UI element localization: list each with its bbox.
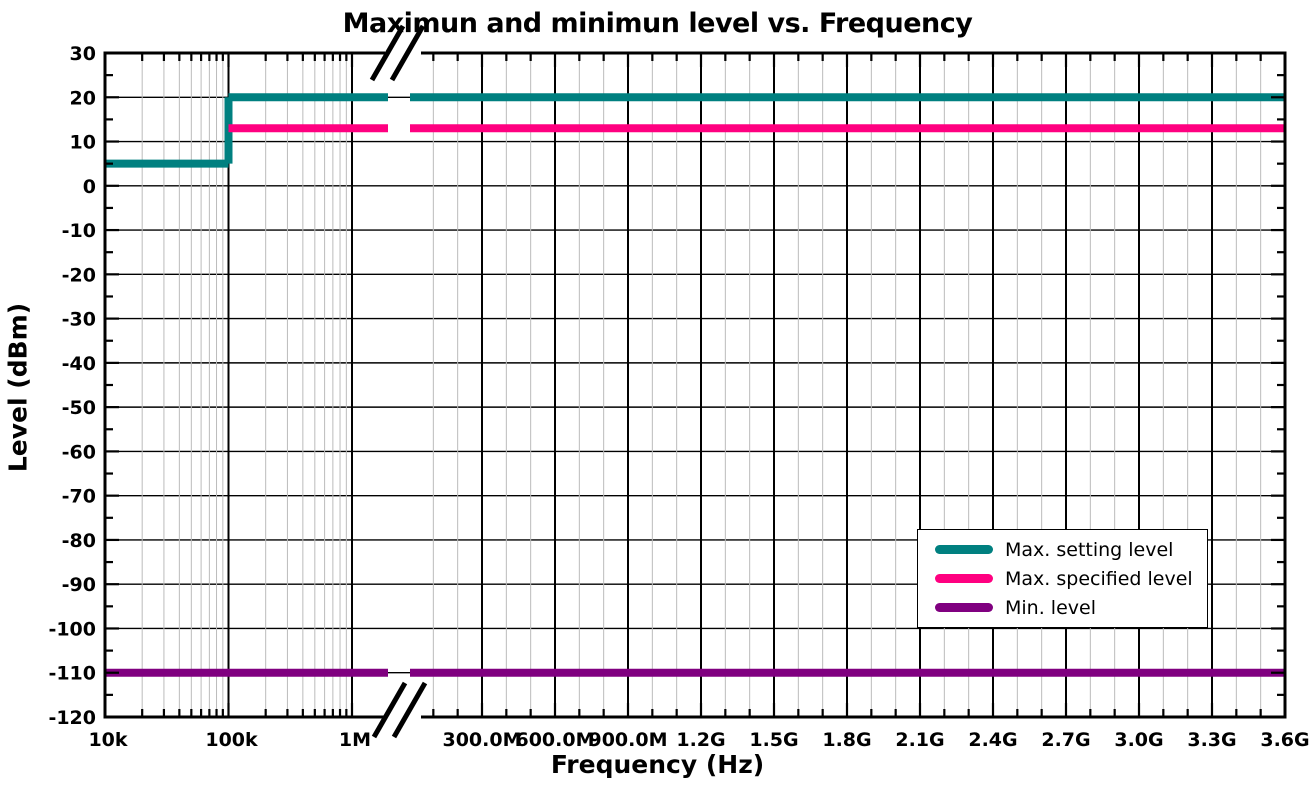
x-tick-label: 2.4G [968,729,1017,751]
legend-swatch [935,545,993,554]
y-tick-label: -100 [48,618,96,640]
legend-item: Max. specified level [935,568,1207,590]
x-tick-label: 10k [88,729,127,751]
x-tick-label: 3.6G [1260,729,1309,751]
legend-swatch [935,574,993,583]
y-tick-label: -90 [62,574,96,596]
y-tick-label: 10 [70,132,96,154]
legend-item: Min. level [935,597,1207,619]
y-tick-label: -30 [62,309,96,331]
legend-label: Max. setting level [1005,538,1174,561]
x-tick-label: 300.0M [442,729,521,751]
chart-title: Maximun and minimun level vs. Frequency [342,8,973,39]
x-tick-label: 1.8G [822,729,871,751]
y-tick-label: 0 [83,176,96,198]
legend-label: Max. specified level [1005,567,1193,590]
y-tick-label: -20 [62,264,96,286]
y-tick-label: -70 [62,486,96,508]
x-tick-label: 600.0M [515,729,594,751]
x-tick-label: 3.3G [1187,729,1236,751]
axis-break-mark-top [389,24,426,82]
legend-swatch [935,603,993,612]
x-tick-label: 1M [339,729,371,751]
y-tick-label: -50 [62,397,96,419]
axis-break-mark-bottom [391,681,428,739]
y-tick-label: -80 [62,530,96,552]
axis-break-mark-bottom [371,681,408,739]
legend: Max. setting level Max. specified level Mi… [917,529,1208,628]
y-tick-label: -40 [62,353,96,375]
x-tick-label: 100k [205,729,258,751]
y-tick-label: -10 [62,220,96,242]
x-tick-label: 2.7G [1041,729,1090,751]
axis-break-mark-top [369,24,406,82]
x-axis-title: Frequency (Hz) [550,750,765,779]
x-tick-label: 900.0M [588,729,667,751]
y-tick-label: 20 [70,87,96,109]
y-tick-label: 30 [70,43,96,65]
x-tick-label: 2.1G [895,729,944,751]
legend-label: Min. level [1005,596,1096,619]
y-tick-label: -110 [48,663,96,685]
y-tick-label: -60 [62,441,96,463]
legend-item: Max. setting level [935,539,1207,561]
y-axis-title: Level (dBm) [3,302,33,473]
x-tick-label: 1.2G [676,729,725,751]
x-tick-label: 1.5G [749,729,798,751]
x-tick-label: 3.0G [1114,729,1163,751]
y-tick-label: -120 [48,707,96,729]
